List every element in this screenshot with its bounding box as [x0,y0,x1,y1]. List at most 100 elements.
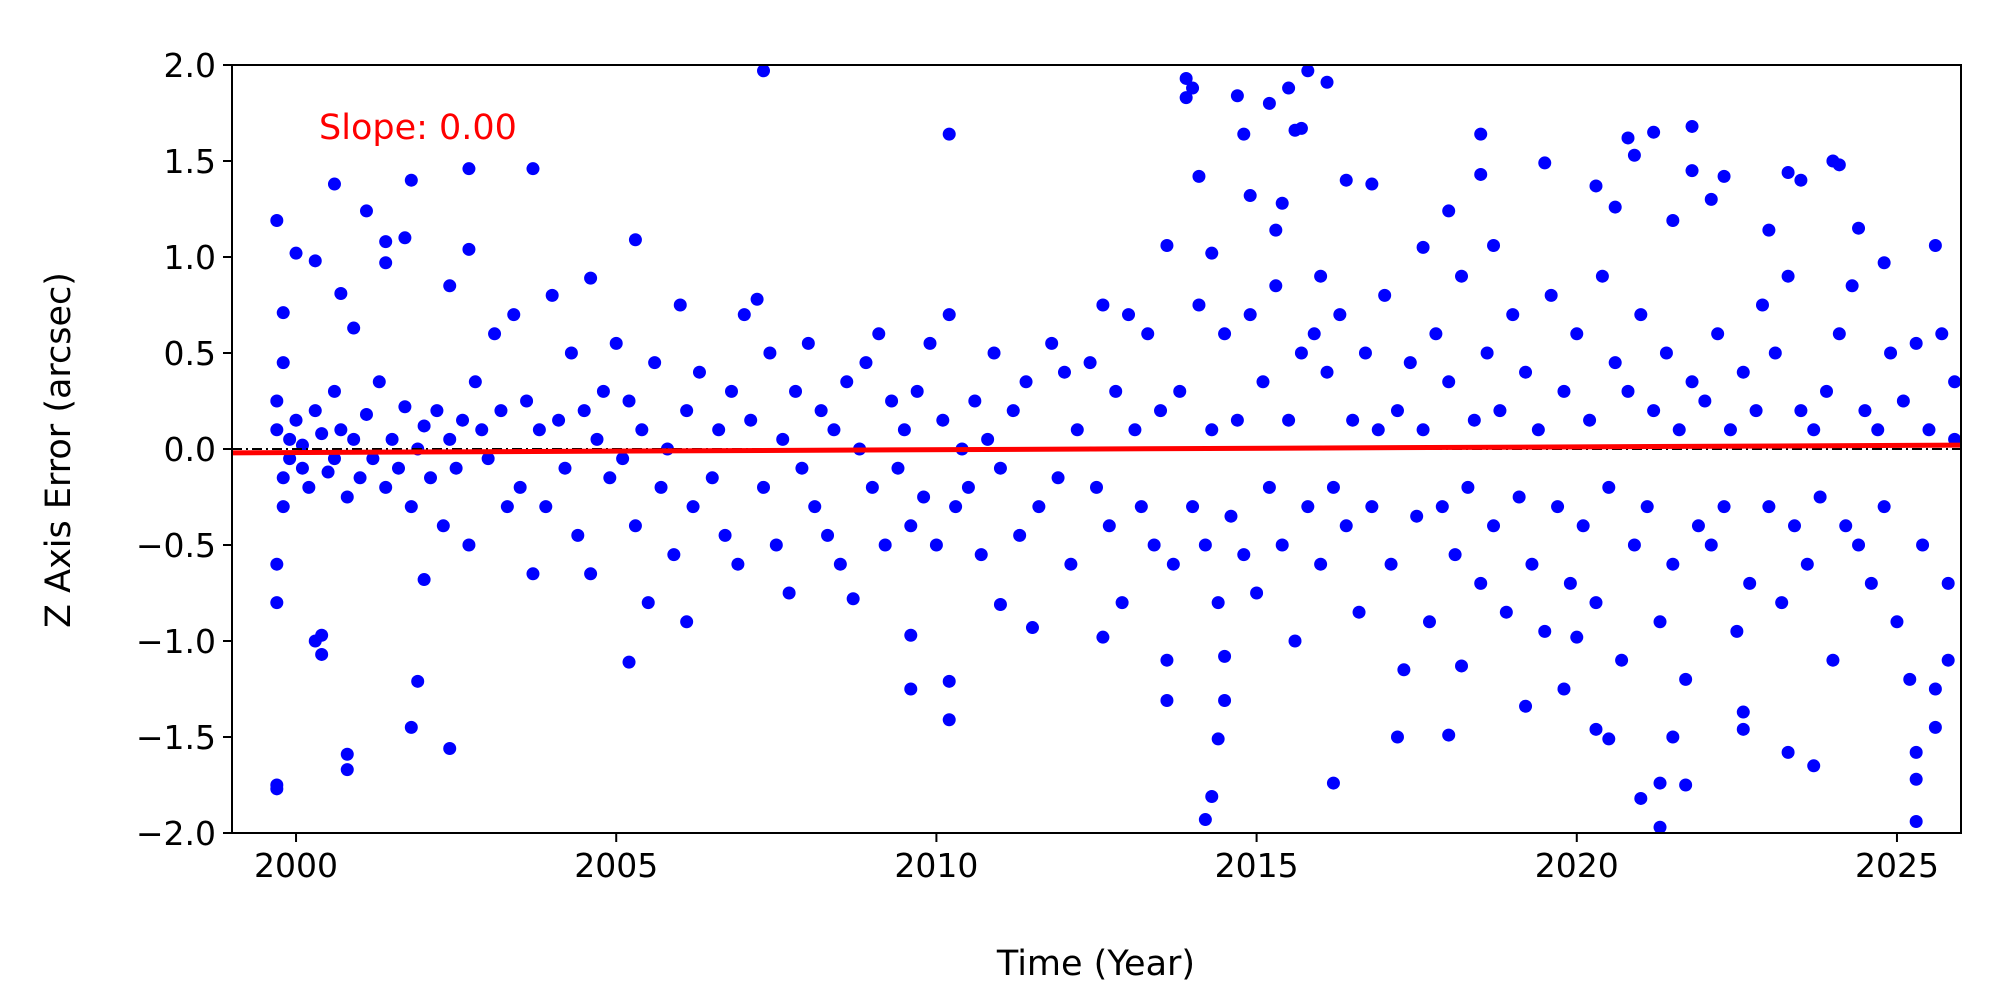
data-point [1519,699,1533,713]
data-point [430,404,444,418]
data-point [1339,519,1353,533]
data-point [1416,423,1430,437]
data-point [1941,653,1955,667]
data-point [1455,269,1469,283]
data-point [801,336,815,350]
data-point [1397,663,1411,677]
data-point [1877,500,1891,514]
slope-annotation: Slope: 0.00 [319,108,517,148]
data-point [1525,557,1539,571]
data-point [1122,308,1136,322]
data-point [1025,621,1039,635]
data-point [641,596,655,610]
data-point [757,65,771,78]
data-point [1416,240,1430,254]
data-point [1730,624,1744,638]
data-point [1922,423,1936,437]
data-point [1083,356,1097,370]
data-point [942,308,956,322]
data-point [334,423,348,437]
data-point [1679,672,1693,686]
data-point [1698,394,1712,408]
y-tick-label: 0.5 [164,334,216,373]
data-point [404,500,418,514]
data-point [821,528,835,542]
data-point [1512,490,1526,504]
data-point [1461,480,1475,494]
data-point [1198,538,1212,552]
data-point [981,432,995,446]
x-axis-label: Time (Year) [996,944,1195,984]
data-point [910,384,924,398]
data-point [526,162,540,176]
x-tick-label: 2020 [1535,846,1619,885]
data-point [1224,509,1238,523]
data-point [1109,384,1123,398]
data-point [1333,308,1347,322]
data-point [1006,404,1020,418]
data-point [270,596,284,610]
data-point [1788,519,1802,533]
data-point [1570,630,1584,644]
data-point [1134,500,1148,514]
x-tick-label: 2010 [894,846,978,885]
data-point [564,346,578,360]
data-point [347,432,361,446]
data-point [1935,327,1949,341]
data-point [302,480,316,494]
data-point [372,375,386,389]
data-point [1435,500,1449,514]
data-point [897,423,911,437]
data-point [417,573,431,587]
data-point [1659,346,1673,360]
data-point [596,384,610,398]
data-point [1711,327,1725,341]
data-point [385,432,399,446]
data-point [545,288,559,302]
data-point [494,404,508,418]
data-point [1487,519,1501,533]
data-point [673,298,687,312]
data-point [1057,365,1071,379]
data-point [1685,164,1699,178]
data-point [936,413,950,427]
data-point [532,423,546,437]
data-point [1647,404,1661,418]
data-point [1647,125,1661,139]
data-point [872,327,886,341]
data-point [1160,694,1174,708]
data-point [404,173,418,187]
data-point [1128,423,1142,437]
data-point [1666,214,1680,228]
data-point [1301,65,1315,78]
data-point [1487,238,1501,252]
data-point [1634,308,1648,322]
data-point [1576,519,1590,533]
data-point [1378,288,1392,302]
data-point [1365,500,1379,514]
data-point [865,480,879,494]
data-point [1723,423,1737,437]
data-point [1218,327,1232,341]
data-point [1314,269,1328,283]
data-point [622,655,636,669]
data-point [789,384,803,398]
data-point [308,404,322,418]
data-point [379,235,393,249]
data-point [1608,356,1622,370]
data-point [1755,298,1769,312]
data-point [1102,519,1116,533]
data-point [1948,375,1961,389]
data-point [1166,557,1180,571]
data-point [295,461,309,475]
data-point [1294,121,1308,135]
data-point [340,763,354,777]
data-point [347,321,361,335]
data-point [648,356,662,370]
data-point [1211,596,1225,610]
data-point [1627,148,1641,162]
data-point [443,279,457,293]
data-point [1544,288,1558,302]
data-point [1666,557,1680,571]
data-point [1781,745,1795,759]
